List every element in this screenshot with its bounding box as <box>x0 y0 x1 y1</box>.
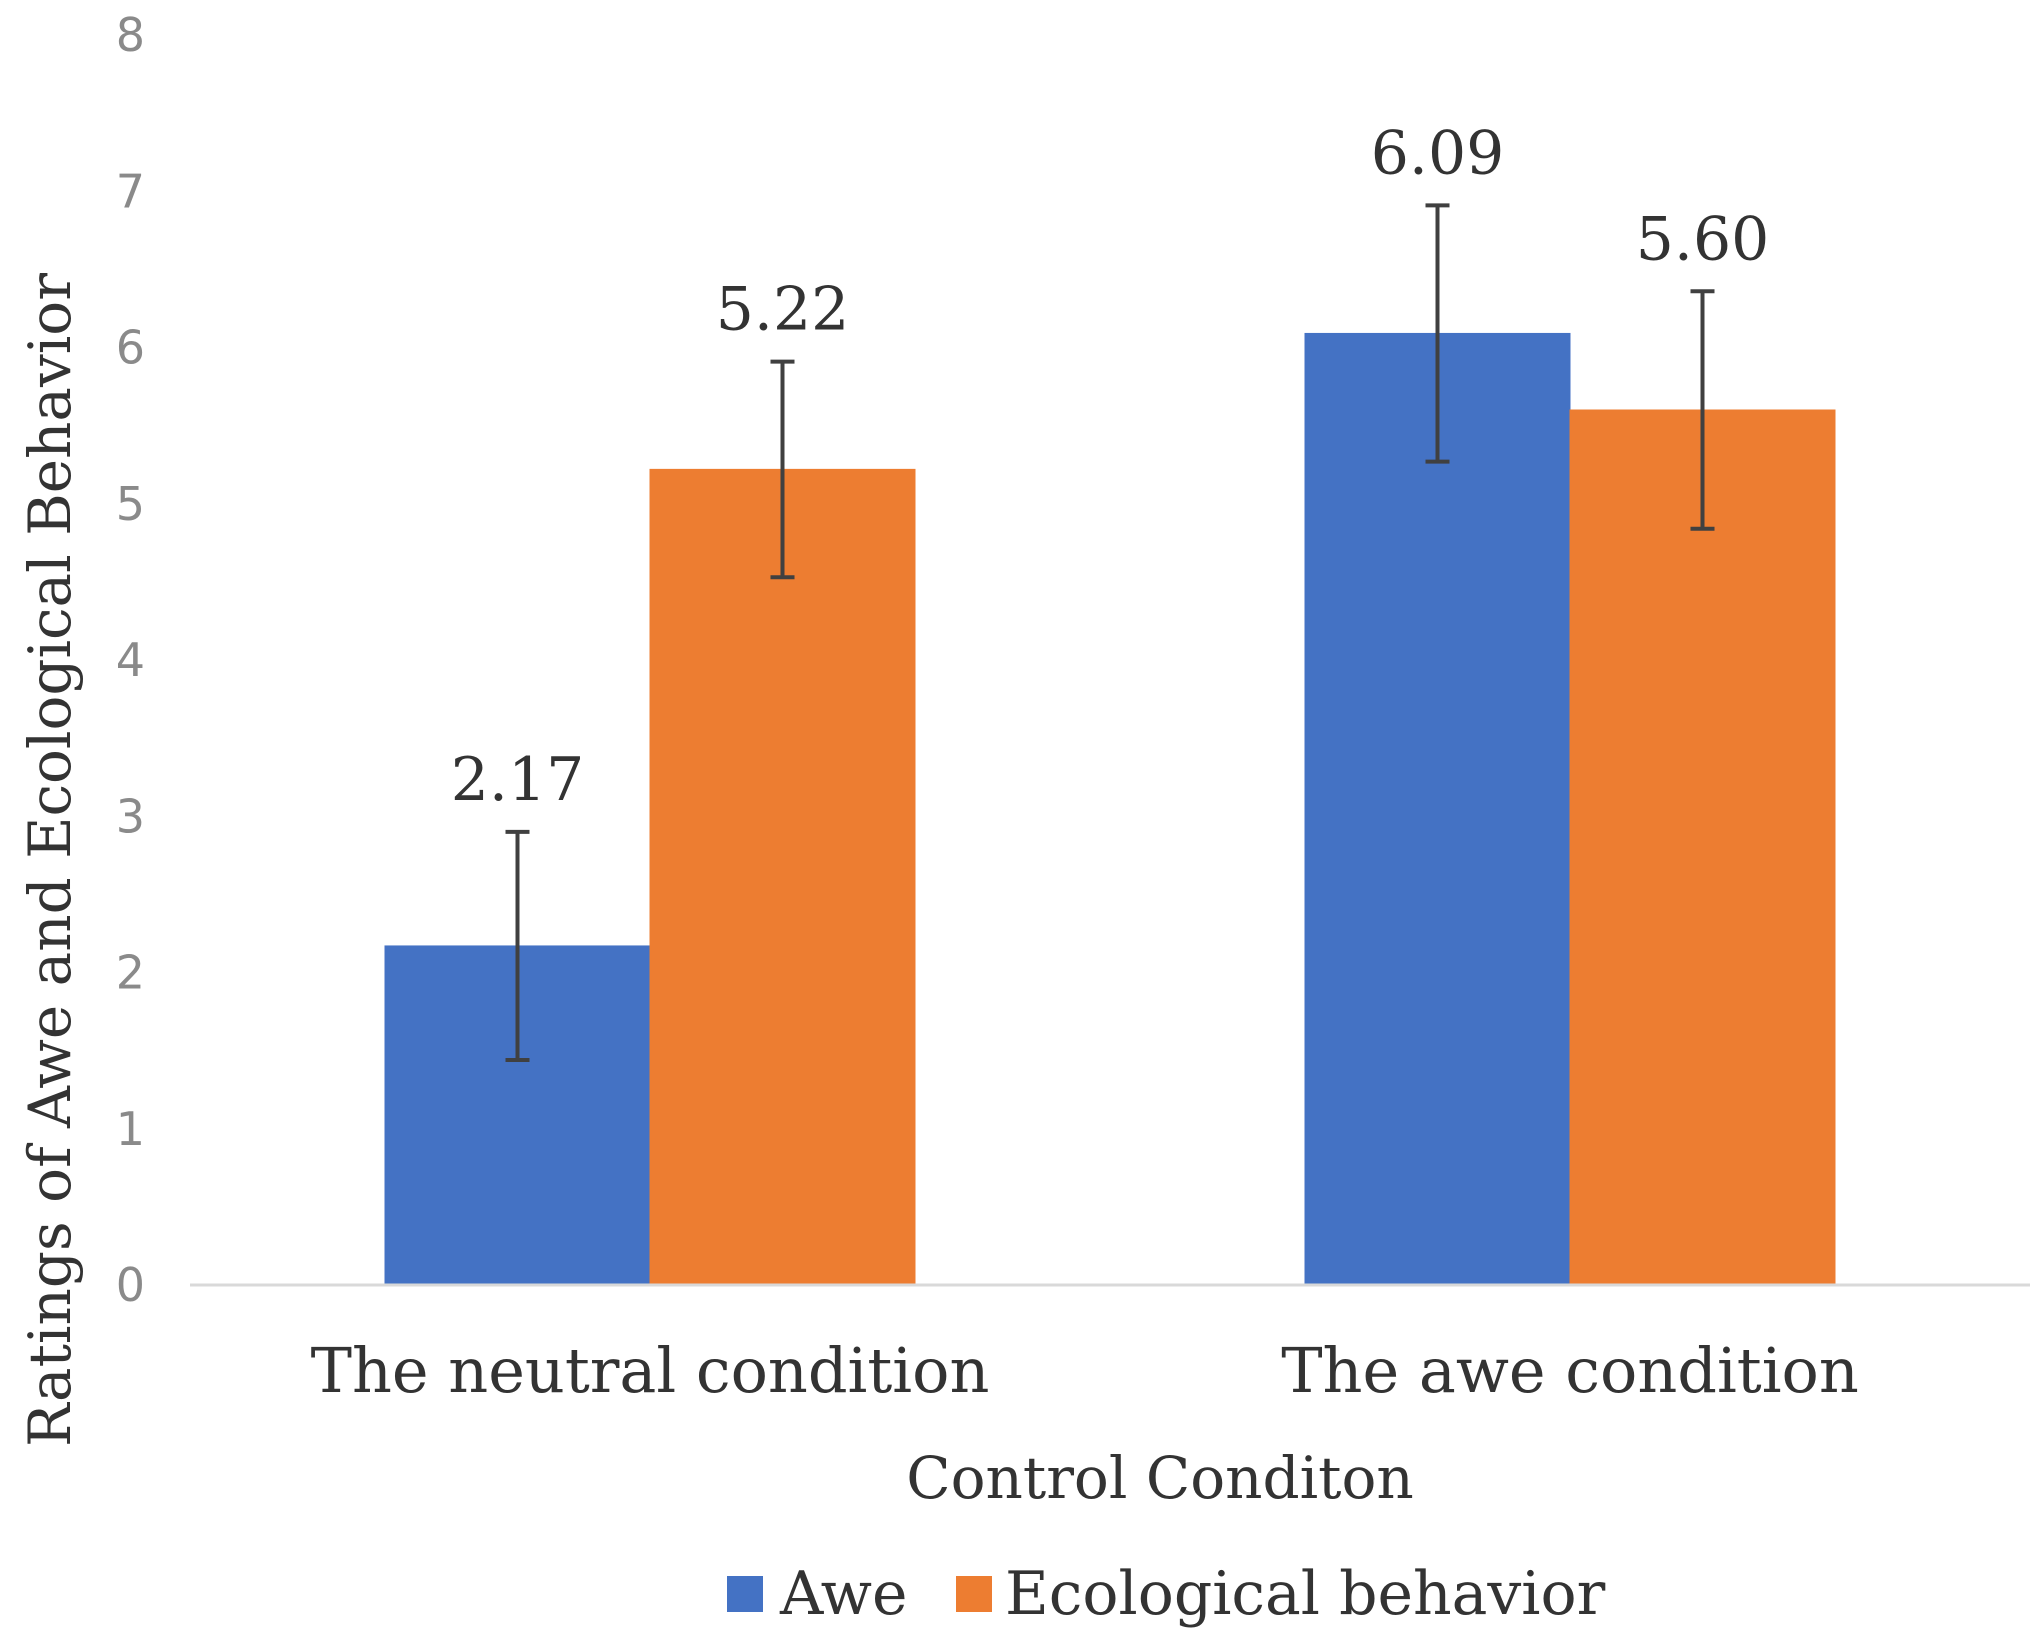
bar-ecological-behavior-1 <box>649 468 916 1286</box>
x-axis-title: Control Conditon <box>906 1444 1414 1512</box>
error-bar <box>1690 289 1715 531</box>
y-tick-label: 3 <box>116 789 145 843</box>
data-label: 2.17 <box>451 745 585 815</box>
data-label: 6.09 <box>1371 118 1505 188</box>
y-tick-label: 8 <box>116 8 145 62</box>
legend: Awe Ecological behavior <box>727 1559 1606 1629</box>
error-bar <box>770 359 795 580</box>
data-labels: 2.17 5.22 6.09 5.60 <box>451 118 1770 815</box>
category-labels: The neutral condition The awe condition <box>311 1334 1859 1407</box>
error-bars <box>505 203 1715 1062</box>
data-label: 5.60 <box>1636 204 1770 274</box>
bar-awe-2 <box>1304 332 1571 1286</box>
y-axis-title: Ratings of Awe and Ecological Behavior <box>16 273 84 1447</box>
y-axis-ticks: 0 1 2 3 4 5 6 7 8 <box>116 8 145 1312</box>
legend-swatch-awe <box>727 1576 763 1612</box>
legend-label-awe: Awe <box>779 1559 908 1629</box>
error-bar <box>1425 203 1450 464</box>
error-bar <box>505 829 530 1062</box>
bars <box>384 332 1836 1286</box>
legend-label-ecological-behavior: Ecological behavior <box>1005 1559 1606 1629</box>
y-tick-label: 7 <box>116 164 145 218</box>
y-tick-label: 5 <box>116 477 145 531</box>
category-label: The neutral condition <box>311 1334 990 1407</box>
legend-swatch-ecological-behavior <box>956 1576 992 1612</box>
y-tick-label: 1 <box>116 1102 145 1156</box>
data-label: 5.22 <box>716 275 850 345</box>
bar-ecological-behavior-2 <box>1569 409 1836 1286</box>
y-tick-label: 0 <box>116 1258 145 1312</box>
y-tick-label: 6 <box>116 321 145 375</box>
y-tick-label: 4 <box>116 633 145 687</box>
category-label: The awe condition <box>1281 1334 1859 1407</box>
y-tick-label: 2 <box>116 946 145 1000</box>
